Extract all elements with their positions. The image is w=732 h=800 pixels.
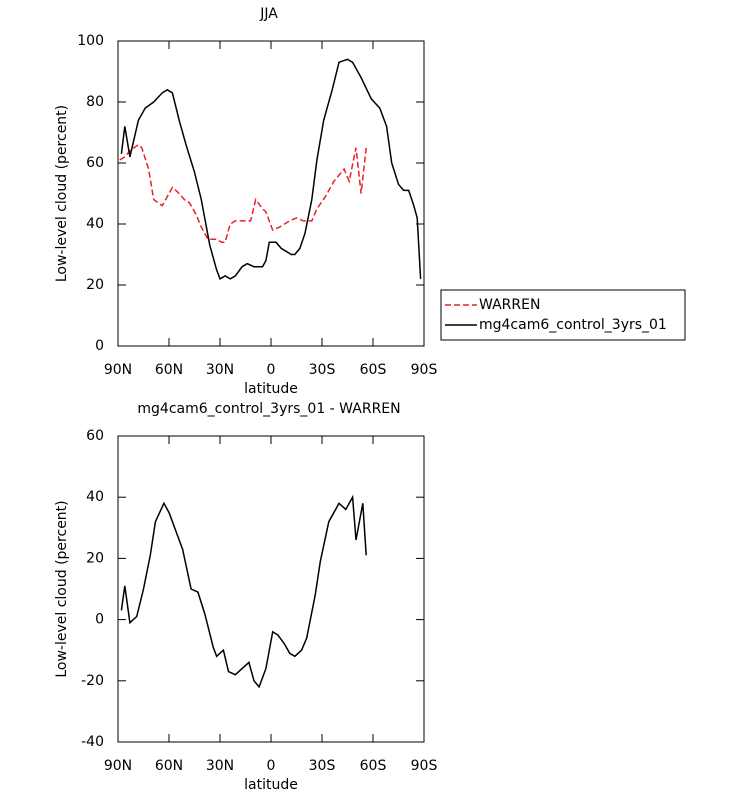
y-tick-label: 60 — [86, 428, 104, 444]
x-tick-label: 0 — [267, 362, 276, 378]
x-tick-label: 30S — [309, 758, 336, 774]
data-line — [120, 58, 422, 280]
data-line — [120, 494, 367, 689]
y-axis-label: Low-level cloud (percent) — [54, 500, 70, 677]
y-tick-label: 60 — [86, 155, 104, 171]
chart-title: mg4cam6_control_3yrs_01 - WARREN — [137, 401, 400, 417]
legend-box — [440, 289, 686, 341]
x-tick-label: 30N — [206, 362, 234, 378]
data-line — [119, 143, 367, 244]
plot-frame — [117, 435, 425, 743]
y-tick-label: 40 — [86, 216, 104, 232]
y-tick-label: 0 — [95, 338, 104, 354]
x-axis-label: latitude — [244, 381, 298, 397]
x-tick-label: 0 — [267, 758, 276, 774]
x-tick-label: 90S — [411, 362, 438, 378]
y-tick-label: 20 — [86, 550, 104, 566]
y-tick-label: -40 — [81, 734, 104, 750]
x-tick-label: 60S — [360, 362, 387, 378]
x-tick-label: 90N — [104, 362, 132, 378]
x-tick-label: 60S — [360, 758, 387, 774]
y-axis-label: Low-level cloud (percent) — [54, 105, 70, 282]
plot-frame — [117, 40, 425, 347]
y-tick-label: 100 — [77, 33, 104, 49]
x-tick-label: 30S — [309, 362, 336, 378]
y-tick-label: -20 — [81, 673, 104, 689]
x-axis-label: latitude — [244, 777, 298, 793]
x-tick-label: 60N — [155, 362, 183, 378]
y-tick-label: 80 — [86, 94, 104, 110]
legend-label: WARREN — [479, 297, 540, 313]
y-tick-label: 20 — [86, 277, 104, 293]
y-tick-label: 40 — [86, 489, 104, 505]
x-tick-label: 90S — [411, 758, 438, 774]
legend-label: mg4cam6_control_3yrs_01 — [479, 317, 667, 333]
x-tick-label: 60N — [155, 758, 183, 774]
x-tick-label: 90N — [104, 758, 132, 774]
chart-title: JJA — [259, 6, 278, 22]
y-tick-label: 0 — [95, 612, 104, 628]
x-tick-label: 30N — [206, 758, 234, 774]
